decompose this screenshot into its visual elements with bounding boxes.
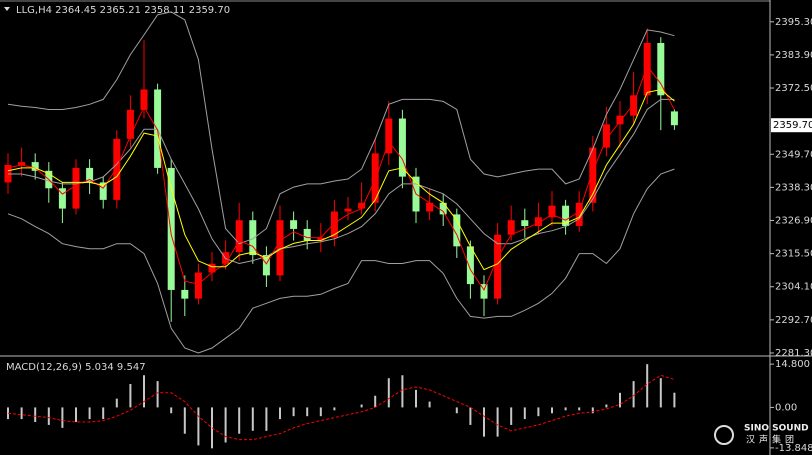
candle-body xyxy=(385,118,393,154)
y-tick-label: 2326.90 xyxy=(775,215,812,226)
candle-body xyxy=(358,202,366,209)
candle-body xyxy=(140,89,148,110)
candle-body xyxy=(643,42,651,96)
candle-body xyxy=(181,289,189,299)
y-tick-label: 2338.30 xyxy=(775,182,812,193)
candle-body xyxy=(602,124,610,148)
candle-body xyxy=(167,167,175,290)
candle-body xyxy=(589,147,597,203)
watermark-brand: SINO SOUND xyxy=(744,424,809,434)
y-tick-label: 14.800 xyxy=(775,359,810,370)
watermark-logo xyxy=(714,425,734,445)
candle-body xyxy=(616,115,624,125)
candle-body xyxy=(58,188,66,209)
y-tick-label: 2292.70 xyxy=(775,315,812,326)
indicator-line xyxy=(7,168,675,354)
candle-body xyxy=(453,214,461,247)
candle-body xyxy=(630,95,638,116)
y-tick-label: 2304.10 xyxy=(775,282,812,293)
candle-body xyxy=(72,167,80,209)
candle-body xyxy=(262,255,270,276)
candle-body xyxy=(330,211,338,238)
y-tick-label: 2281.30 xyxy=(775,348,812,359)
y-tick-label: 2349.70 xyxy=(775,149,812,160)
indicator-line xyxy=(7,65,675,291)
watermark: SINO SOUND 汉声集团 xyxy=(714,424,809,446)
y-tick-label: -13.848 xyxy=(775,443,812,454)
candle-body xyxy=(126,109,134,139)
macd-title: MACD(12,26,9) 5.034 9.547 xyxy=(6,362,146,373)
candle-body xyxy=(276,220,284,276)
indicator-line xyxy=(7,11,675,245)
y-tick-label: 2315.50 xyxy=(775,249,812,260)
candle-body xyxy=(670,111,678,126)
candle-body xyxy=(303,228,311,241)
candle-body xyxy=(194,272,202,299)
candle-body xyxy=(494,234,502,299)
candle-body xyxy=(113,138,121,200)
candle-body xyxy=(208,263,216,273)
candle-body xyxy=(31,162,39,171)
candle-body xyxy=(398,118,406,177)
candle-body xyxy=(439,202,447,215)
y-tick-label: 2395.30 xyxy=(775,17,812,28)
candle-body xyxy=(344,208,352,212)
chart-title: LLG,H4 2364.45 2365.21 2358.11 2359.70 xyxy=(16,5,230,16)
candle-body xyxy=(235,220,243,253)
candle-body xyxy=(657,42,665,96)
candle-body xyxy=(575,202,583,227)
candle-body xyxy=(290,220,298,229)
candle-body xyxy=(426,202,434,212)
candle-body xyxy=(562,205,570,227)
candle-body xyxy=(317,237,325,241)
y-tick-label: 2372.50 xyxy=(775,83,812,94)
candle-body xyxy=(507,220,515,235)
y-tick-label: 2383.90 xyxy=(775,50,812,61)
indicator-line xyxy=(7,88,675,271)
candle-body xyxy=(534,217,542,227)
candle-body xyxy=(521,220,529,227)
candle-body xyxy=(154,89,162,168)
price-tag xyxy=(771,118,812,133)
candle-body xyxy=(548,205,556,218)
y-tick-label: 0.00 xyxy=(775,402,797,413)
price-tag-label: 2359.70 xyxy=(773,120,812,131)
candle-body xyxy=(249,220,257,256)
menu-arrow xyxy=(4,7,10,11)
candle-body xyxy=(99,182,107,200)
candle-body xyxy=(466,246,474,285)
watermark-name: 汉声集团 xyxy=(746,434,798,446)
signal-line xyxy=(7,374,675,441)
candle-body xyxy=(86,167,94,183)
candle-body xyxy=(480,284,488,299)
candle-body xyxy=(18,162,26,166)
